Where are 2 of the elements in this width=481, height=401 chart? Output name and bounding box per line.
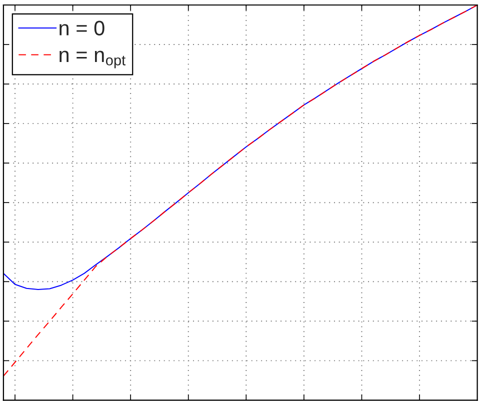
legend-label: n = n$_{opt}$ <box>60 50 126 68</box>
legend-label: n = 0 <box>60 20 104 36</box>
